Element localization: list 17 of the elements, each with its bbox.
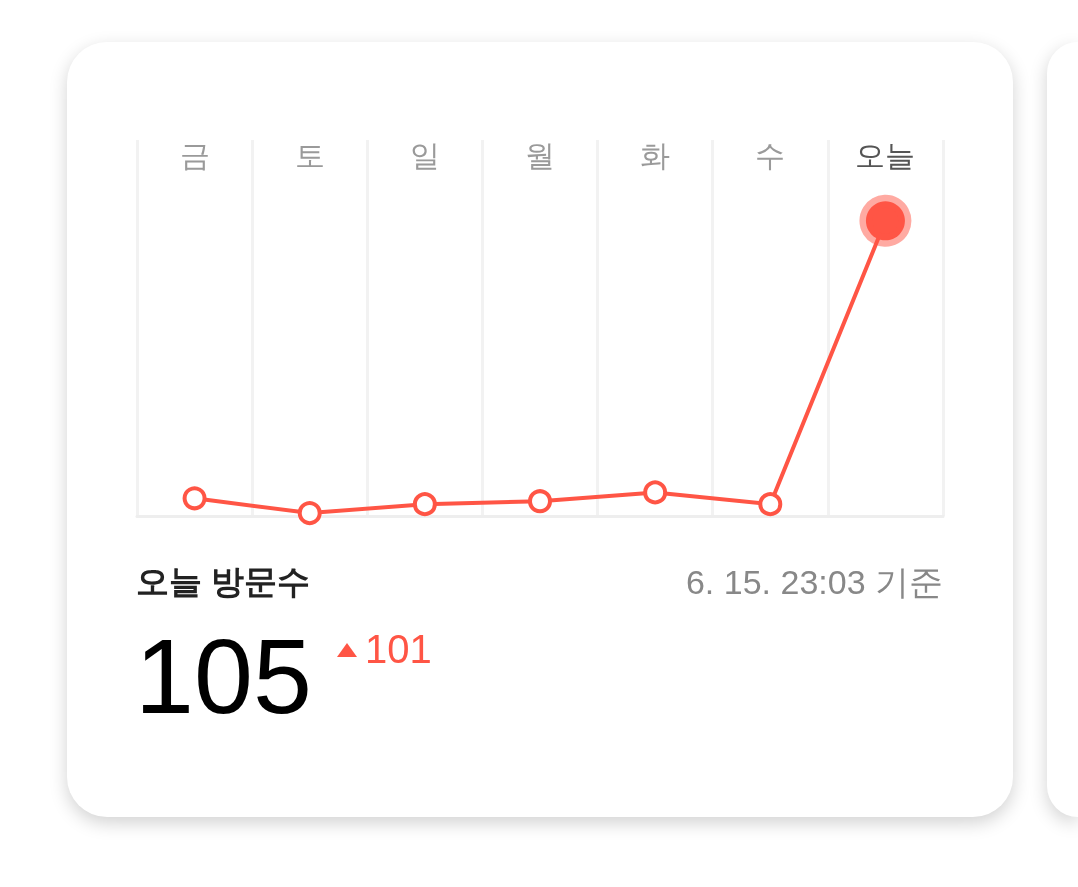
point [758,492,783,517]
text: 105 [135,617,312,735]
x-tick-label: 토 [294,138,325,172]
text: 6. 15. 23:03 기준 [685,562,943,603]
point [528,489,552,514]
text: 오늘 방문수 [136,562,311,602]
point [643,480,668,505]
x-tick-label: 월 [525,138,555,172]
x-tick-label: 오늘 [855,138,916,172]
x-tick-label: 수 [755,138,786,172]
x-tick-label: 금 [179,138,210,172]
x-tick-label: 일 [409,138,440,172]
point [412,492,437,517]
x-tick-label: 화 [640,138,671,172]
point [182,486,207,511]
point [297,501,322,526]
text: 101 [365,626,432,673]
